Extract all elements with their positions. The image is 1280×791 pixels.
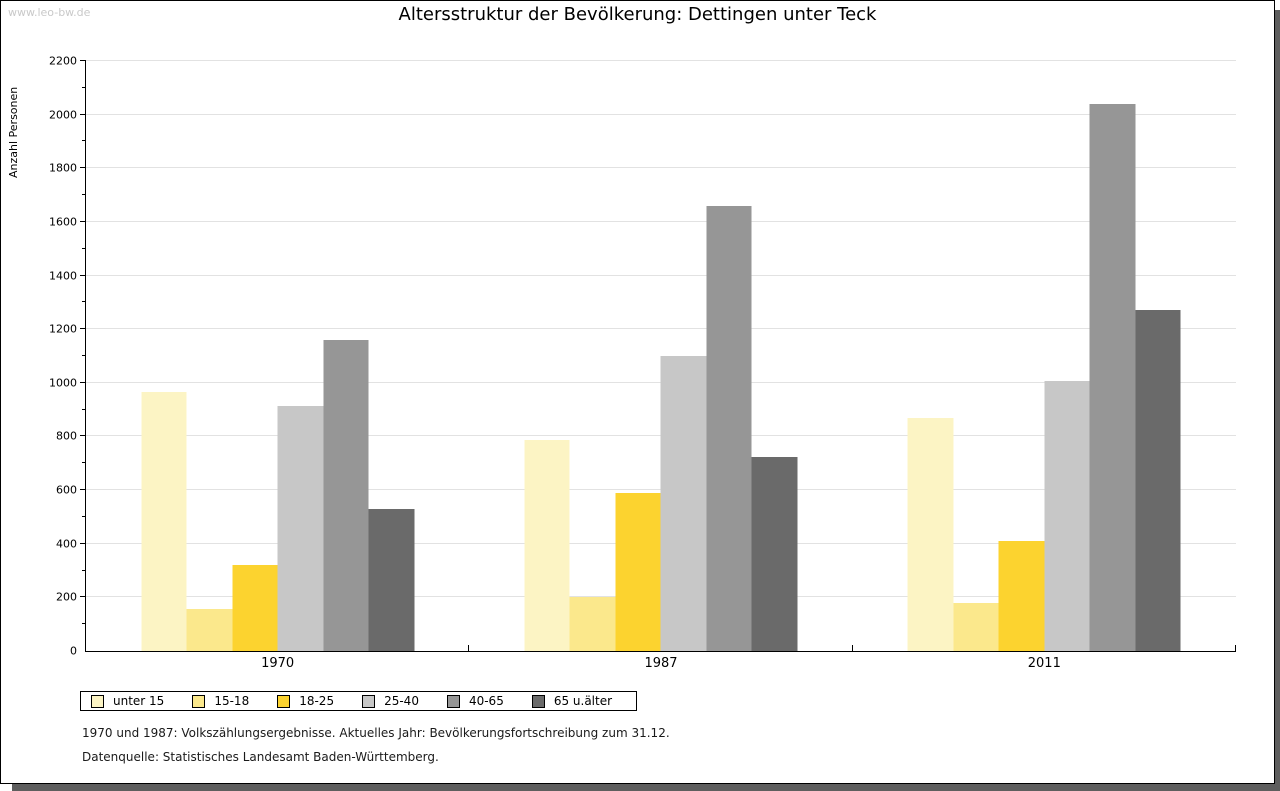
gridline-1400 bbox=[86, 274, 1236, 276]
bar-block-2011 bbox=[907, 61, 1181, 651]
y-minor-tick-1300 bbox=[82, 301, 86, 303]
x-category-label-1970: 1970 bbox=[261, 656, 295, 671]
gridline-2200 bbox=[86, 60, 1236, 61]
bar-block-1970 bbox=[141, 61, 415, 651]
bar-group-2011 bbox=[853, 61, 1236, 651]
bar-1970-18-25 bbox=[232, 565, 278, 651]
y-tick-label-1200: 1200 bbox=[49, 322, 77, 336]
legend-swatch-25-40 bbox=[362, 694, 376, 708]
y-major-tick-800 bbox=[80, 435, 86, 437]
bar-2011-40-65 bbox=[1089, 103, 1136, 651]
y-tick-label-1600: 1600 bbox=[49, 215, 77, 229]
y-minor-tick-1700 bbox=[82, 194, 86, 196]
x-axis-tick-0 bbox=[85, 645, 86, 651]
y-major-tick-400 bbox=[80, 542, 86, 544]
gridline-1600 bbox=[86, 220, 1236, 222]
footnote-line-1: 1970 und 1987: Volkszählungsergebnisse. … bbox=[82, 726, 670, 740]
y-axis-label: Anzahl Personen bbox=[7, 86, 20, 178]
watermark: www.leo-bw.de bbox=[8, 6, 91, 19]
bar-1987-15-18 bbox=[569, 597, 616, 651]
y-minor-tick-500 bbox=[82, 515, 86, 517]
bar-1970-25-40 bbox=[277, 405, 324, 651]
gridline-1800 bbox=[86, 167, 1236, 169]
legend-label: 25-40 bbox=[384, 694, 419, 708]
legend-item-18-25: 18-25 bbox=[277, 694, 334, 708]
legend-item-65-u.älter: 65 u.älter bbox=[531, 694, 613, 708]
legend-swatch-65-u.älter bbox=[531, 694, 545, 708]
bar-1970-40-65 bbox=[323, 339, 369, 651]
x-category-label-1987: 1987 bbox=[644, 656, 678, 671]
bar-1987-65-u.älter bbox=[751, 456, 798, 651]
footnote-line-2: Datenquelle: Statistisches Landesamt Bad… bbox=[82, 750, 439, 764]
y-minor-tick-100 bbox=[82, 623, 86, 625]
legend-swatch-18-25 bbox=[277, 694, 291, 708]
legend-item-25-40: 25-40 bbox=[362, 694, 419, 708]
y-major-tick-1400 bbox=[80, 274, 86, 276]
y-major-tick-1000 bbox=[80, 381, 86, 383]
legend-label: 18-25 bbox=[299, 694, 335, 708]
bar-group-1987 bbox=[469, 61, 852, 651]
y-tick-label-1800: 1800 bbox=[49, 161, 77, 175]
y-major-tick-2200 bbox=[80, 60, 86, 61]
bar-2011-15-18 bbox=[953, 602, 999, 651]
y-major-tick-1800 bbox=[80, 167, 86, 169]
y-minor-tick-2100 bbox=[82, 86, 86, 88]
bar-1970-15-18 bbox=[186, 609, 233, 651]
gridline-1200 bbox=[86, 328, 1236, 330]
legend-swatch-40-65 bbox=[446, 694, 460, 708]
gridline-2000 bbox=[86, 113, 1236, 115]
legend-label: 40-65 bbox=[468, 694, 504, 708]
y-tick-label-400: 400 bbox=[56, 537, 77, 551]
y-tick-label-2200: 2200 bbox=[49, 54, 77, 68]
frame-shadow-right bbox=[1275, 10, 1280, 791]
bar-1987-unter-15 bbox=[524, 440, 570, 651]
y-tick-label-1400: 1400 bbox=[49, 269, 77, 283]
legend-swatch-unter-15 bbox=[91, 694, 104, 708]
legend-label: 65 u.älter bbox=[553, 694, 613, 708]
bar-1987-25-40 bbox=[660, 356, 707, 651]
legend-item-15-18: 15-18 bbox=[192, 694, 249, 708]
x-axis-tick-3 bbox=[1235, 645, 1236, 651]
y-minor-tick-700 bbox=[82, 462, 86, 464]
bar-group-1970 bbox=[86, 61, 469, 651]
y-minor-tick-900 bbox=[82, 408, 86, 410]
legend-item-unter-15: unter 15 bbox=[91, 694, 164, 708]
y-minor-tick-1900 bbox=[82, 140, 86, 142]
bar-2011-unter-15 bbox=[907, 417, 954, 651]
y-tick-label-800: 800 bbox=[56, 429, 77, 443]
y-tick-label-0: 0 bbox=[70, 644, 77, 658]
frame-shadow-bottom bbox=[12, 784, 1280, 791]
plot-area: 0 200 400 600 800 1000 1200 1400 1600 1800 2000 220… bbox=[49, 55, 1236, 671]
legend: unter 15 15-18 18-25 25-40 40-65 65 u.älter bbox=[80, 691, 637, 711]
y-minor-tick-1500 bbox=[82, 247, 86, 249]
y-tick-label-2000: 2000 bbox=[49, 108, 77, 122]
y-major-tick-600 bbox=[80, 489, 86, 491]
y-major-tick-2000 bbox=[80, 113, 86, 115]
y-major-tick-1200 bbox=[80, 328, 86, 330]
y-major-tick-200 bbox=[80, 596, 86, 598]
legend-item-40-65: 40-65 bbox=[446, 694, 504, 708]
y-tick-label-200: 200 bbox=[56, 590, 77, 604]
legend-swatch-15-18 bbox=[192, 694, 206, 708]
bar-2011-18-25 bbox=[998, 541, 1045, 651]
y-tick-label-600: 600 bbox=[56, 483, 77, 497]
y-minor-tick-300 bbox=[82, 569, 86, 571]
bar-2011-25-40 bbox=[1044, 381, 1090, 651]
legend-label: 15-18 bbox=[214, 694, 250, 708]
y-tick-label-1000: 1000 bbox=[49, 376, 77, 390]
chart-title: Altersstruktur der Bevölkerung: Dettinge… bbox=[398, 4, 877, 25]
bar-1987-40-65 bbox=[706, 205, 752, 651]
bar-1987-18-25 bbox=[615, 492, 661, 651]
bar-2011-65-u.älter bbox=[1135, 310, 1181, 651]
y-major-tick-1600 bbox=[80, 220, 86, 222]
y-minor-tick-1100 bbox=[82, 355, 86, 356]
x-axis-tick-1 bbox=[468, 645, 470, 651]
x-axis-tick-2 bbox=[851, 645, 853, 651]
bar-1970-unter-15 bbox=[141, 392, 187, 651]
legend-label: unter 15 bbox=[113, 694, 165, 708]
x-category-label-2011: 2011 bbox=[1027, 656, 1061, 671]
bar-1970-65-u.älter bbox=[368, 508, 415, 651]
bar-block-1987 bbox=[524, 61, 798, 651]
